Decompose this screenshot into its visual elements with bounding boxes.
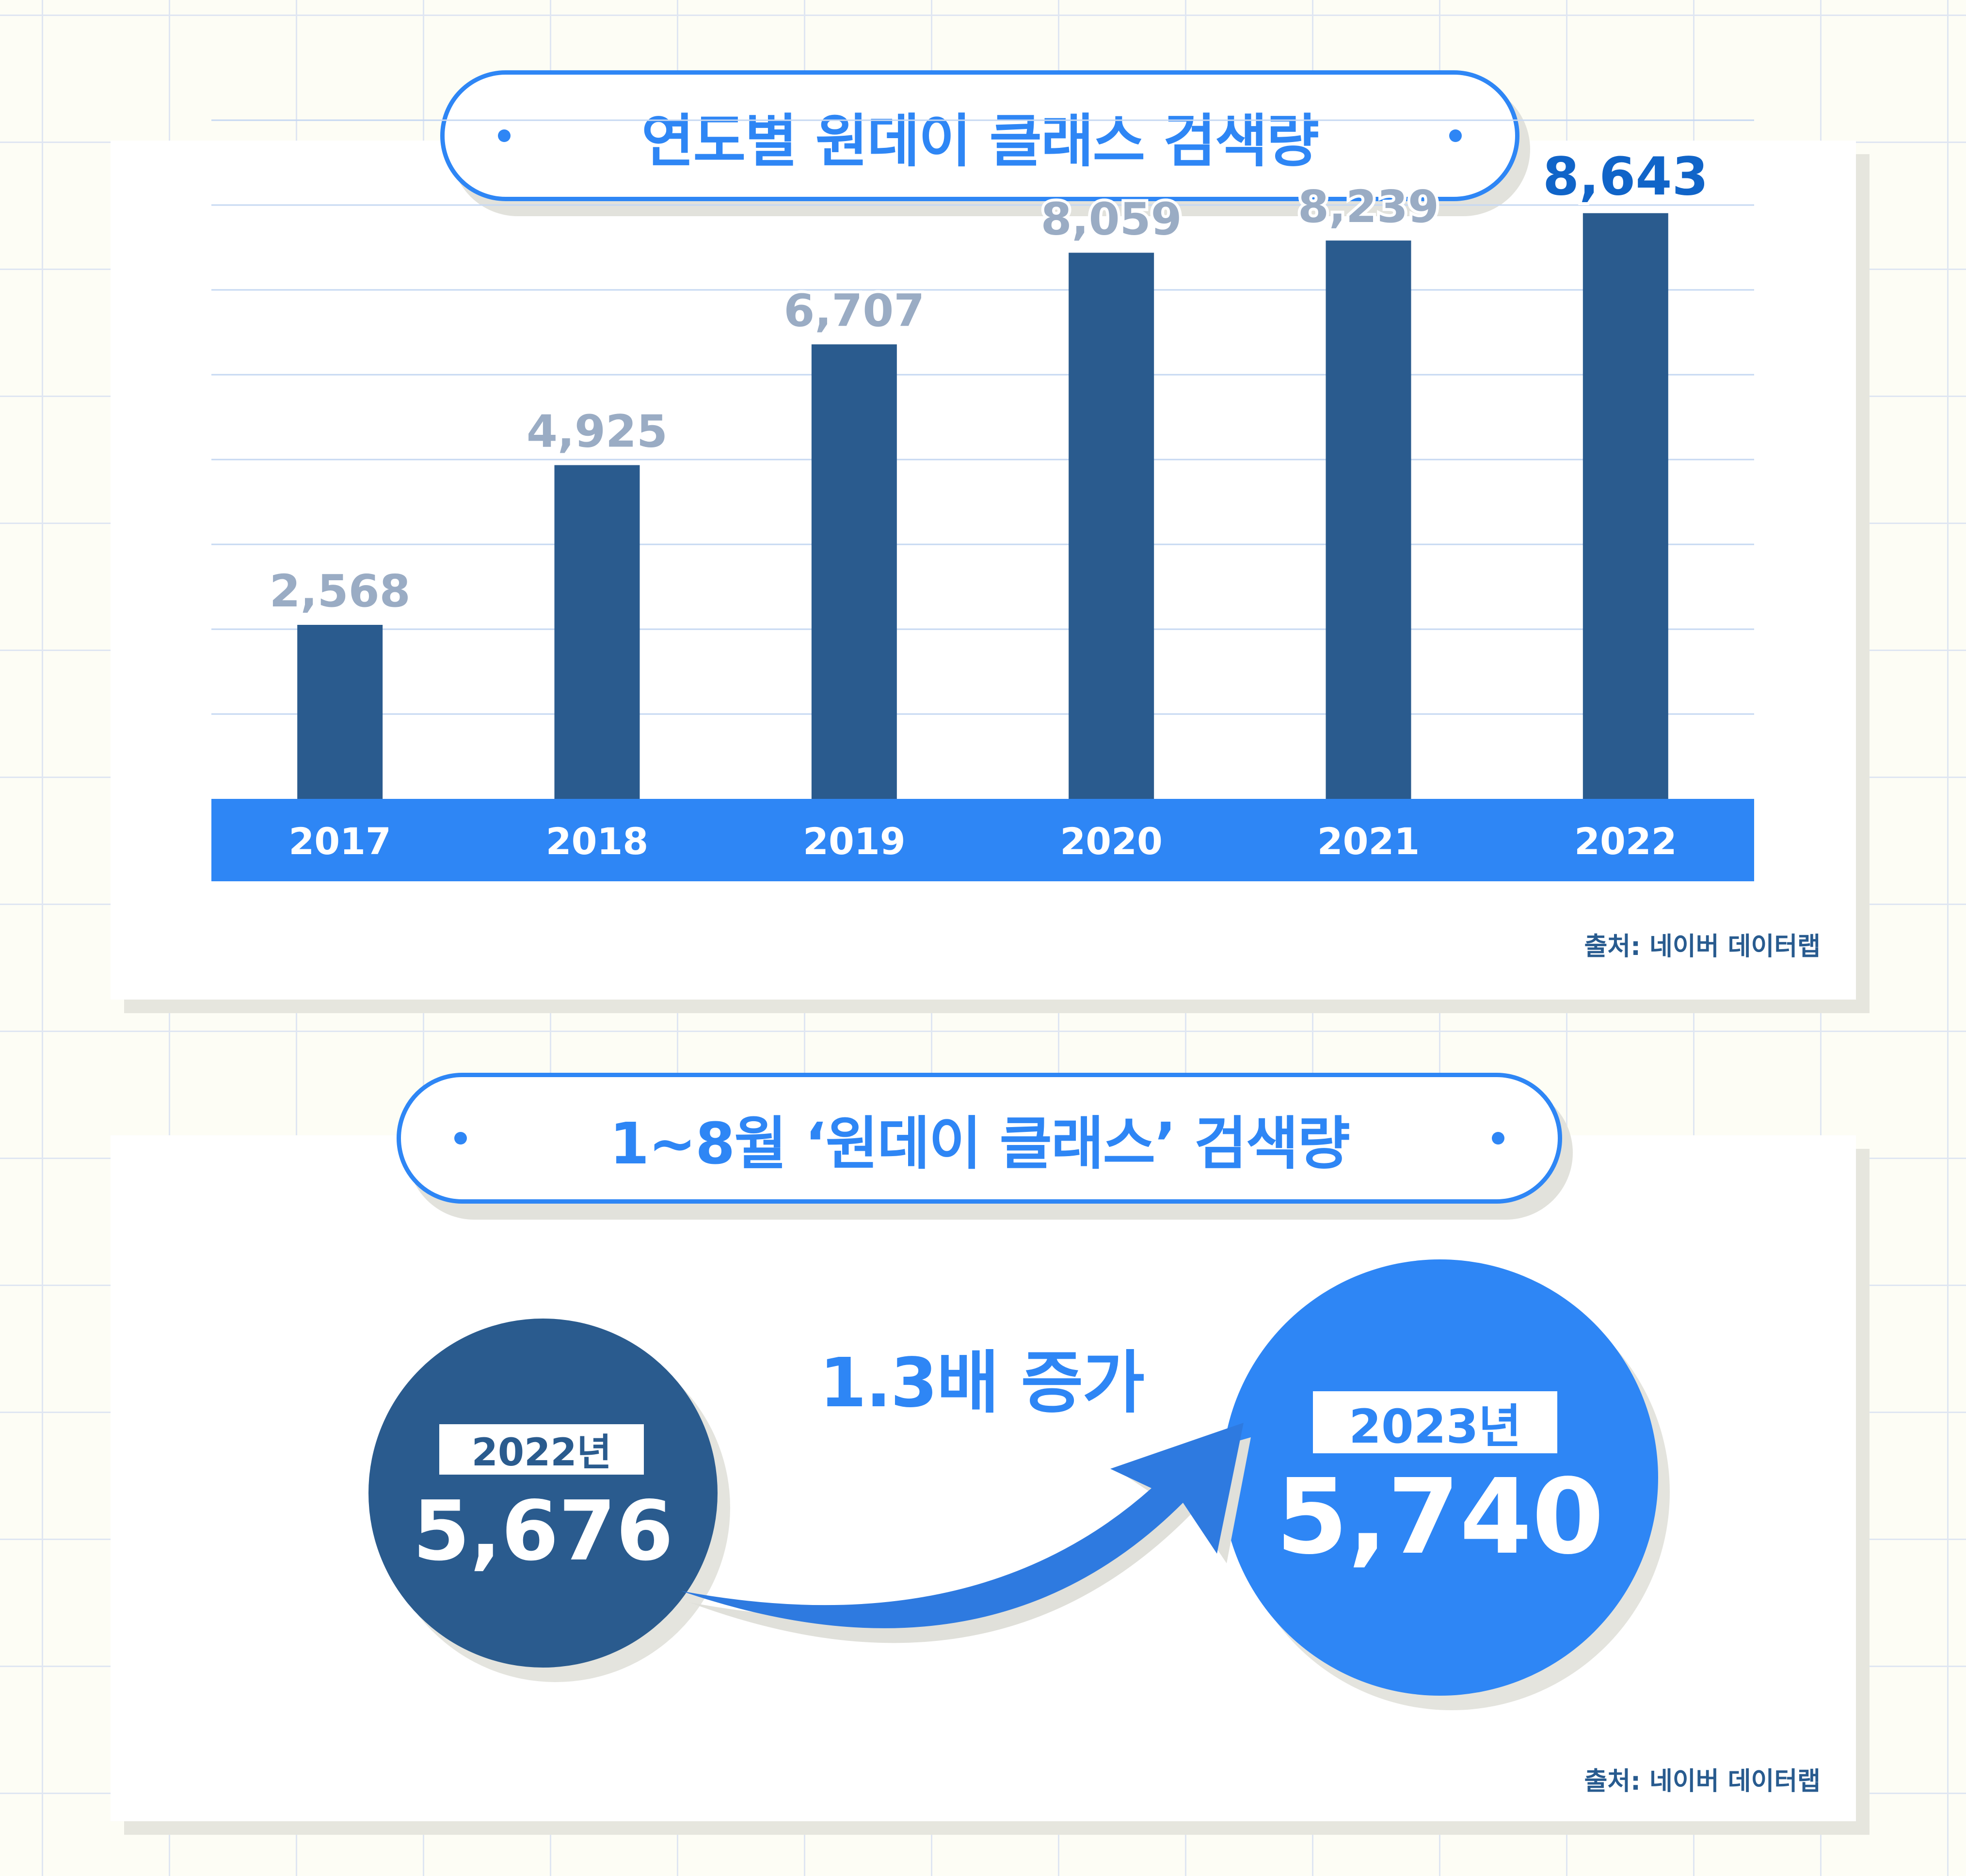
bar-2017 [297, 624, 383, 799]
value-label-2017: 2,568 [270, 565, 411, 617]
x-tick-2021: 2021 [1317, 820, 1420, 863]
source-note-1: 출처: 네이버 데이터랩 [1584, 932, 1821, 961]
chart-value-labels: 2,568 4,925 6,707 8,059 8,239 8,643 [267, 144, 1711, 620]
x-tick-2019: 2019 [803, 820, 906, 863]
year-badge-2023: 2023년 [1313, 1391, 1557, 1454]
x-tick-2018: 2018 [546, 820, 649, 863]
chart-x-ticks: 2017 2018 2019 2020 2021 2022 [288, 820, 1677, 863]
value-label-2019: 6,707 [783, 285, 925, 336]
increase-text: 1.3배 증가 [819, 1344, 1145, 1423]
chart-bars [297, 213, 1668, 799]
pill-dot-left-icon [498, 129, 511, 142]
x-axis-band [211, 799, 1754, 881]
x-tick-2022: 2022 [1574, 820, 1677, 863]
growth-arrow-body [681, 1423, 1244, 1628]
x-tick-2020: 2020 [1060, 820, 1163, 863]
pill-dot-left-icon [454, 1132, 467, 1145]
value-2022: 5,676 [413, 1483, 673, 1579]
bar-2021 [1326, 240, 1411, 799]
pill-dot-right-icon [1492, 1132, 1504, 1145]
title-pill-1: 연도별 원데이 클래스 검색량 [440, 70, 1519, 201]
title-pill-2: 1~8월 ‘원데이 클래스’ 검색량 [397, 1073, 1562, 1204]
section2-title: 1~8월 ‘원데이 클래스’ 검색량 [609, 1110, 1350, 1177]
chart-gridlines [211, 119, 1754, 715]
bar-2018 [554, 465, 640, 799]
circle-2022 [368, 1319, 718, 1668]
pill-dot-right-icon [1449, 129, 1462, 142]
value-label-2021: 8,239 [1298, 181, 1439, 233]
x-tick-2017: 2017 [288, 820, 391, 863]
circle-2023 [1222, 1259, 1658, 1696]
value-label-2020: 8,059 [1041, 193, 1182, 245]
bar-2019 [811, 344, 897, 799]
value-label-2018: 4,925 [527, 405, 668, 457]
year-badge-2022: 2022년 [439, 1424, 644, 1475]
value-2023: 5,740 [1276, 1457, 1604, 1577]
section1-title: 연도별 원데이 클래스 검색량 [641, 107, 1319, 175]
bar-2022 [1582, 213, 1668, 799]
bar-2020 [1069, 253, 1154, 799]
value-label-2022: 8,643 [1543, 147, 1709, 207]
source-note-2: 출처: 네이버 데이터랩 [1584, 1767, 1821, 1796]
